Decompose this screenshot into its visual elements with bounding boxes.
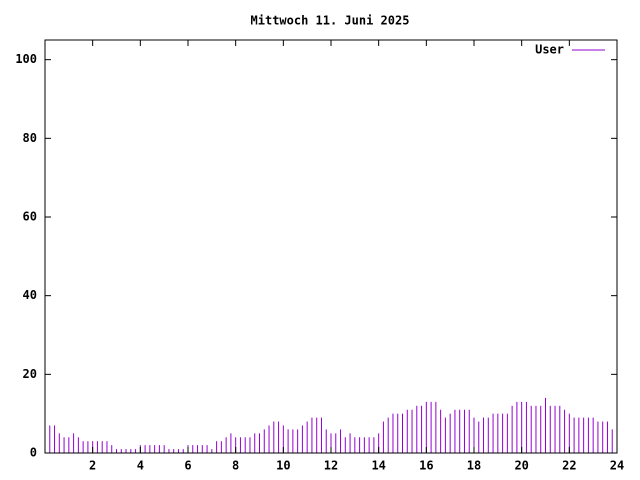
x-tick-label: 10 bbox=[276, 459, 290, 473]
x-tick-label: 6 bbox=[184, 459, 191, 473]
x-tick-label: 16 bbox=[419, 459, 433, 473]
x-tick-label: 18 bbox=[467, 459, 481, 473]
y-tick-label: 0 bbox=[30, 446, 37, 460]
x-tick-label: 2 bbox=[89, 459, 96, 473]
y-tick-label: 60 bbox=[23, 210, 37, 224]
y-tick-label: 20 bbox=[23, 367, 37, 381]
y-tick-label: 80 bbox=[23, 131, 37, 145]
x-tick-label: 4 bbox=[137, 459, 144, 473]
x-tick-label: 8 bbox=[232, 459, 239, 473]
y-tick-label: 100 bbox=[15, 52, 37, 66]
x-tick-label: 22 bbox=[562, 459, 576, 473]
x-tick-label: 20 bbox=[514, 459, 528, 473]
legend-label: User bbox=[535, 43, 564, 57]
x-tick-label: 24 bbox=[610, 459, 624, 473]
x-tick-label: 12 bbox=[324, 459, 338, 473]
x-tick-label: 14 bbox=[371, 459, 385, 473]
y-tick-label: 40 bbox=[23, 288, 37, 302]
chart-title: Mittwoch 11. Juni 2025 bbox=[251, 14, 410, 28]
